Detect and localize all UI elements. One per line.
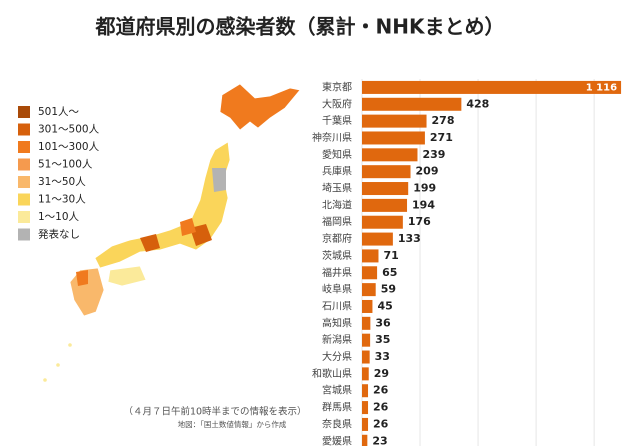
legend-label: 発表なし — [38, 228, 80, 241]
legend-swatch — [18, 193, 30, 206]
bar — [362, 401, 369, 415]
map — [43, 83, 301, 382]
legend-swatch — [18, 141, 30, 153]
value-label: 35 — [375, 333, 390, 346]
bar — [362, 215, 403, 229]
category-label: 茨城県 — [322, 249, 352, 262]
bar — [362, 384, 369, 398]
value-label: 209 — [416, 165, 439, 178]
category-label: 福井県 — [322, 266, 352, 279]
legend-label: 1～10人 — [38, 211, 80, 223]
legend-label: 31～50人 — [38, 176, 86, 188]
category-label: 愛知県 — [322, 148, 352, 161]
category-label: 岐阜県 — [322, 283, 352, 296]
value-label: 176 — [408, 215, 431, 228]
value-label: 26 — [373, 384, 389, 397]
legend-label: 101～300人 — [38, 141, 100, 153]
legend-label: 51～100人 — [38, 159, 93, 171]
value-label: 239 — [422, 148, 445, 161]
bar — [362, 148, 418, 162]
category-label: 群馬県 — [322, 401, 352, 414]
bar — [362, 299, 373, 313]
category-label: 高知県 — [322, 316, 352, 329]
value-label: 278 — [432, 114, 455, 127]
bar — [362, 283, 376, 297]
category-label: 和歌山県 — [312, 367, 352, 380]
category-label: 神奈川県 — [312, 131, 352, 144]
bar — [362, 316, 371, 330]
legend-label: 301～500人 — [38, 124, 100, 136]
value-label: 59 — [381, 283, 396, 296]
category-label: 北海道 — [322, 198, 352, 211]
category-label: 愛媛県 — [322, 434, 352, 446]
legend-swatch — [18, 176, 30, 188]
value-label: 36 — [375, 316, 391, 329]
bar — [362, 165, 411, 179]
bar — [362, 131, 425, 145]
legend-label: 11～30人 — [38, 194, 86, 206]
value-label: 271 — [430, 131, 453, 144]
category-label: 宮城県 — [322, 384, 352, 397]
category-label: 千葉県 — [322, 114, 352, 127]
legend-swatch — [18, 123, 30, 136]
value-label: 194 — [412, 198, 435, 211]
bar — [362, 434, 368, 446]
value-label: 199 — [413, 182, 436, 195]
value-label: 26 — [373, 417, 389, 430]
category-label: 東京都 — [322, 80, 352, 93]
value-label: 33 — [375, 350, 390, 363]
value-label: 71 — [383, 249, 398, 262]
category-label: 大分県 — [322, 350, 352, 363]
bar — [362, 114, 427, 128]
category-label: 京都府 — [322, 232, 352, 245]
legend-swatch — [18, 211, 30, 223]
bar — [362, 80, 622, 94]
value-label: 65 — [382, 266, 397, 279]
chart-title: 都道府県別の感染者数（累計・NHKまとめ） — [95, 15, 505, 39]
bar — [362, 350, 370, 364]
category-label: 奈良県 — [322, 417, 352, 430]
category-label: 埼玉県 — [322, 182, 352, 195]
bar — [362, 232, 393, 246]
bar — [362, 97, 462, 111]
value-label: 29 — [374, 367, 389, 380]
legend-swatch — [18, 228, 30, 241]
note: （４月７日午前10時半までの情報を表示） — [123, 406, 306, 418]
value-label: 428 — [466, 97, 489, 110]
bar — [362, 182, 409, 196]
category-label: 大阪府 — [322, 97, 352, 110]
legend-label: 501人～ — [38, 106, 80, 118]
category-label: 福岡県 — [322, 215, 352, 228]
bar — [362, 198, 408, 212]
legend-swatch — [18, 106, 30, 118]
source: 地図：「国土数値情報」から作成 — [178, 419, 287, 429]
bar — [362, 417, 369, 431]
value-label: 26 — [373, 401, 389, 414]
bar — [362, 367, 369, 381]
category-label: 石川県 — [322, 300, 352, 312]
category-label: 兵庫県 — [322, 165, 352, 178]
value-label: 133 — [398, 232, 421, 245]
value-label: 45 — [377, 299, 392, 312]
value-label: 23 — [372, 434, 387, 446]
value-label: 1 116 — [586, 82, 617, 93]
legend-swatch — [18, 158, 30, 171]
bar — [362, 249, 379, 263]
category-label: 新潟県 — [322, 333, 352, 346]
bar — [362, 333, 371, 347]
bar — [362, 266, 378, 280]
